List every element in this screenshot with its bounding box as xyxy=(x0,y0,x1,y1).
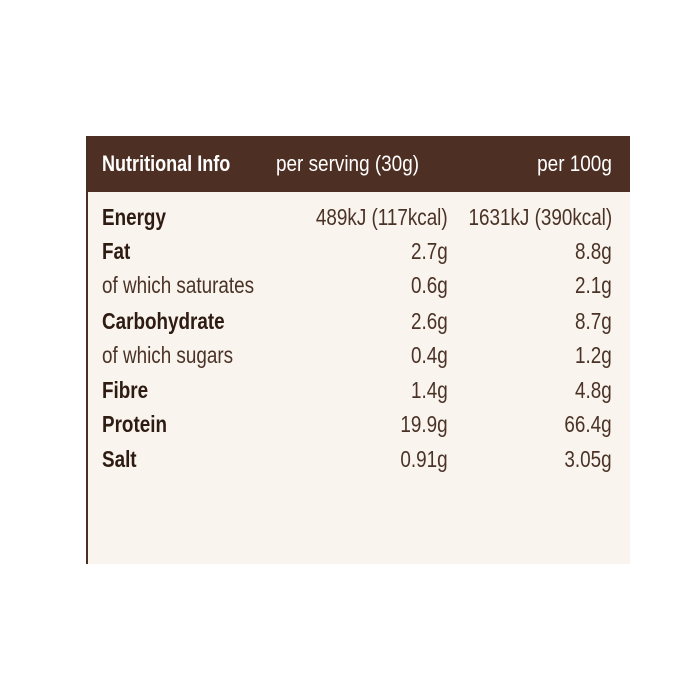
nutrient-name: Protein xyxy=(102,411,167,437)
per-serving-value: 2.6g xyxy=(411,308,448,334)
nutrient-row-saturates: of which saturates 0.6g 2.1g xyxy=(88,268,630,302)
column-header-per-serving: per serving (30g) xyxy=(276,151,420,176)
nutrient-row-energy: Energy 489kJ (117kcal) 1631kJ (390kcal) xyxy=(88,200,630,234)
per-100g-value: 2.1g xyxy=(575,272,612,298)
nutrient-name: Fat xyxy=(102,238,131,264)
per-serving-value: 19.9g xyxy=(400,411,448,437)
per-100g-value: 66.4g xyxy=(564,411,612,437)
nutrient-name: of which sugars xyxy=(102,342,234,368)
per-serving-value: 489kJ (117kcal) xyxy=(316,204,448,230)
per-serving-value: 1.4g xyxy=(411,377,448,403)
nutrition-panel: Nutritional Info per serving (30g) per 1… xyxy=(86,136,630,564)
nutrient-name: Salt xyxy=(102,446,137,472)
per-serving-value: 0.6g xyxy=(411,272,448,298)
nutrient-name: Fibre xyxy=(102,377,149,403)
per-serving-value: 0.91g xyxy=(400,446,448,472)
nutrient-row-protein: Protein 19.9g 66.4g xyxy=(88,407,630,441)
nutrient-row-salt: Salt 0.91g 3.05g xyxy=(88,442,630,476)
per-serving-value: 0.4g xyxy=(411,342,448,368)
per-100g-value: 4.8g xyxy=(575,377,612,403)
per-100g-value: 8.7g xyxy=(575,308,612,334)
column-header-per-100g: per 100g xyxy=(537,151,612,176)
nutrient-name: Energy xyxy=(102,204,166,230)
nutrient-name: Carbohydrate xyxy=(102,308,225,334)
per-100g-value: 8.8g xyxy=(575,238,612,264)
nutrition-header: Nutritional Info per serving (30g) per 1… xyxy=(88,136,630,192)
per-100g-value: 1.2g xyxy=(575,342,612,368)
nutrient-row-fibre: Fibre 1.4g 4.8g xyxy=(88,373,630,407)
nutrient-row-sugars: of which sugars 0.4g 1.2g xyxy=(88,338,630,372)
nutrient-name: of which saturates xyxy=(102,272,255,298)
nutrient-row-fat: Fat 2.7g 8.8g xyxy=(88,234,630,268)
per-100g-value: 1631kJ (390kcal) xyxy=(468,204,612,230)
per-100g-value: 3.05g xyxy=(564,446,612,472)
nutrition-title: Nutritional Info xyxy=(102,151,231,176)
nutrient-row-carbohydrate: Carbohydrate 2.6g 8.7g xyxy=(88,304,630,338)
per-serving-value: 2.7g xyxy=(411,238,448,264)
